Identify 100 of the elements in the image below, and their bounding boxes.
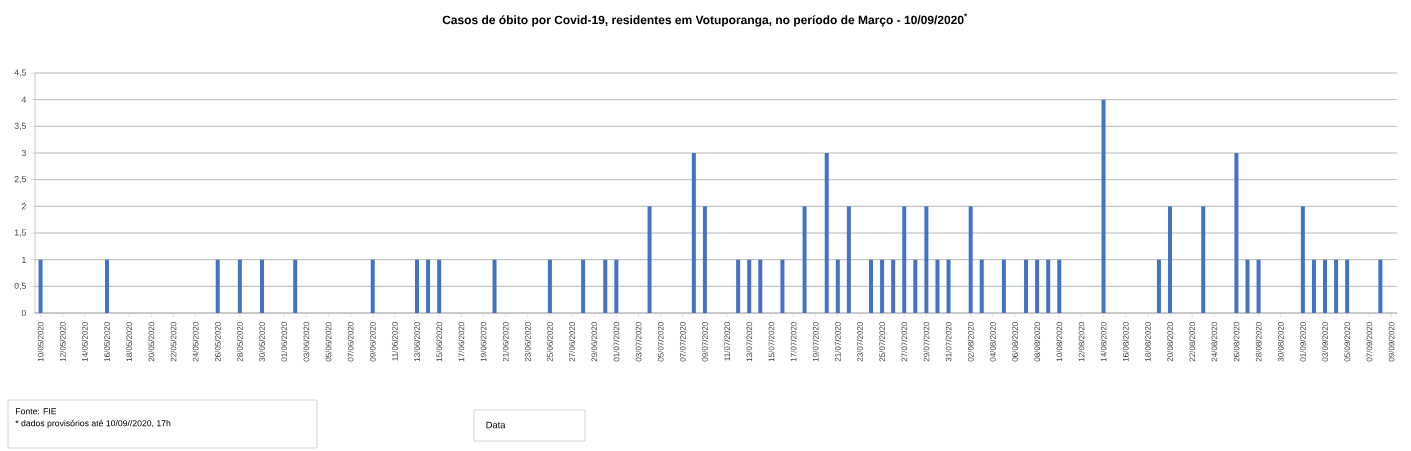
bar [702,206,707,314]
y-tick-label: 0 [21,309,26,317]
bar [1156,259,1161,314]
x-tick-label: 09/09/2020 [1388,322,1395,362]
x-tick-label: 02/08/2020 [967,322,974,362]
x-tick-label: 08/08/2020 [1034,322,1041,362]
bar [426,259,431,314]
bar [758,259,763,314]
x-tick-label: 15/06/2020 [436,322,443,362]
x-tick-label: 11/07/2020 [724,322,731,361]
text: * dados provisórios até 10/09//2020, 17h [15,419,171,429]
bar [415,259,420,314]
bar [260,259,264,314]
x-tick-label: 03/07/2020 [635,322,642,362]
bar [691,153,696,314]
x-tick-label: 29/06/2020 [591,322,598,362]
bar [370,259,375,314]
bar [603,259,608,314]
bar [237,259,242,314]
bar [492,259,497,314]
bar [1334,259,1339,314]
x-tick-label: 03/09/2020 [1322,322,1328,362]
bar [935,259,940,314]
x-tick-label: 17/06/2020 [458,322,465,362]
bar [946,259,951,314]
x-tick-label: 04/08/2020 [989,322,996,362]
x-tick-label: 25/06/2020 [546,322,553,362]
x-tick-label: 24/08/2020 [1211,322,1218,362]
bar [824,153,829,314]
x-tick-label: 18/05/2020 [126,322,133,362]
y-tick-label: 1,5 [14,229,26,237]
x-tick-label: 15/07/2020 [768,322,775,362]
x-tick-label: 09/06/2020 [369,322,376,362]
x-tick-label: 18/08/2020 [1144,322,1151,362]
bar [1001,259,1006,314]
x-tick-label: 03/06/2020 [303,322,310,362]
bar [979,259,984,314]
bar [747,259,752,314]
x-tick-label: 06/08/2020 [1012,322,1018,362]
bar [1378,259,1383,314]
x-tick-label: 01/09/2020 [1299,322,1306,362]
bar [1234,153,1239,314]
x-tick-label: 12/08/2020 [1078,322,1085,362]
bar [1201,206,1206,314]
y-tick-label: 0,5 [14,282,26,290]
bar [437,259,442,314]
bar [780,259,785,314]
y-tick-label: 1 [22,256,26,263]
y-tick-label: 4 [21,96,27,103]
x-tick-label: 30/08/2020 [1277,322,1284,362]
bar [38,259,43,314]
bar [869,259,874,314]
bar [1046,259,1051,314]
x-tick-label: 24/05/2020 [192,322,199,362]
x-tick-label: 27/07/2020 [901,322,908,362]
source-note: Fonte: FIE [15,408,57,415]
x-tick-label: 05/06/2020 [325,322,332,362]
x-tick-label: 01/07/2020 [613,322,620,362]
y-tick-label: 3 [21,149,26,157]
x-tick-label: 09/07/2020 [701,322,708,362]
x-tick-label: 26/05/2020 [214,322,221,362]
x-tick-label: 22/05/2020 [170,322,177,362]
bar [614,259,619,314]
x-tick-label: 07/09/2020 [1366,322,1373,362]
x-tick-label: 30/05/2020 [259,322,265,362]
x-tick-label: 21/06/2020 [502,322,509,362]
bar [1300,206,1305,314]
bar [1035,259,1040,314]
bar [1024,259,1029,314]
x-tick-label: 14/08/2020 [1100,322,1107,362]
bar [1167,206,1172,314]
x-tick-label: 19/07/2020 [812,322,819,362]
bar [913,259,918,314]
x-tick-label: 16/05/2020 [104,322,110,362]
y-tick-label: 2 [21,203,26,210]
y-tick-label: 4,5 [14,69,26,77]
x-tick-label: 07/06/2020 [347,322,354,362]
x-tick-label: 11/06/2020 [391,322,398,361]
x-tick-label: 19/06/2020 [480,322,487,362]
bar [581,259,586,314]
bar [215,259,220,314]
bar [104,259,109,314]
x-tick-label: 22/08/2020 [1189,322,1196,362]
bar [902,206,907,314]
bar [1323,259,1328,314]
x-tick-label: 27/06/2020 [569,322,575,362]
bar [968,206,973,314]
text: Data [486,421,506,429]
x-tick-label: 25/07/2020 [879,322,886,362]
x-tick-label: 07/07/2020 [679,322,686,362]
x-tick-label: 14/05/2020 [81,322,88,362]
bar [647,206,652,314]
bar [1256,259,1261,314]
x-tick-label: 13/07/2020 [746,322,753,362]
x-tick-label: 20/08/2020 [1167,322,1173,362]
bar [891,259,896,314]
x-tick-label: 10/05/2020 [37,322,44,362]
x-tick-label: 05/09/2020 [1344,322,1351,362]
bar [880,259,885,314]
bar [736,259,741,314]
